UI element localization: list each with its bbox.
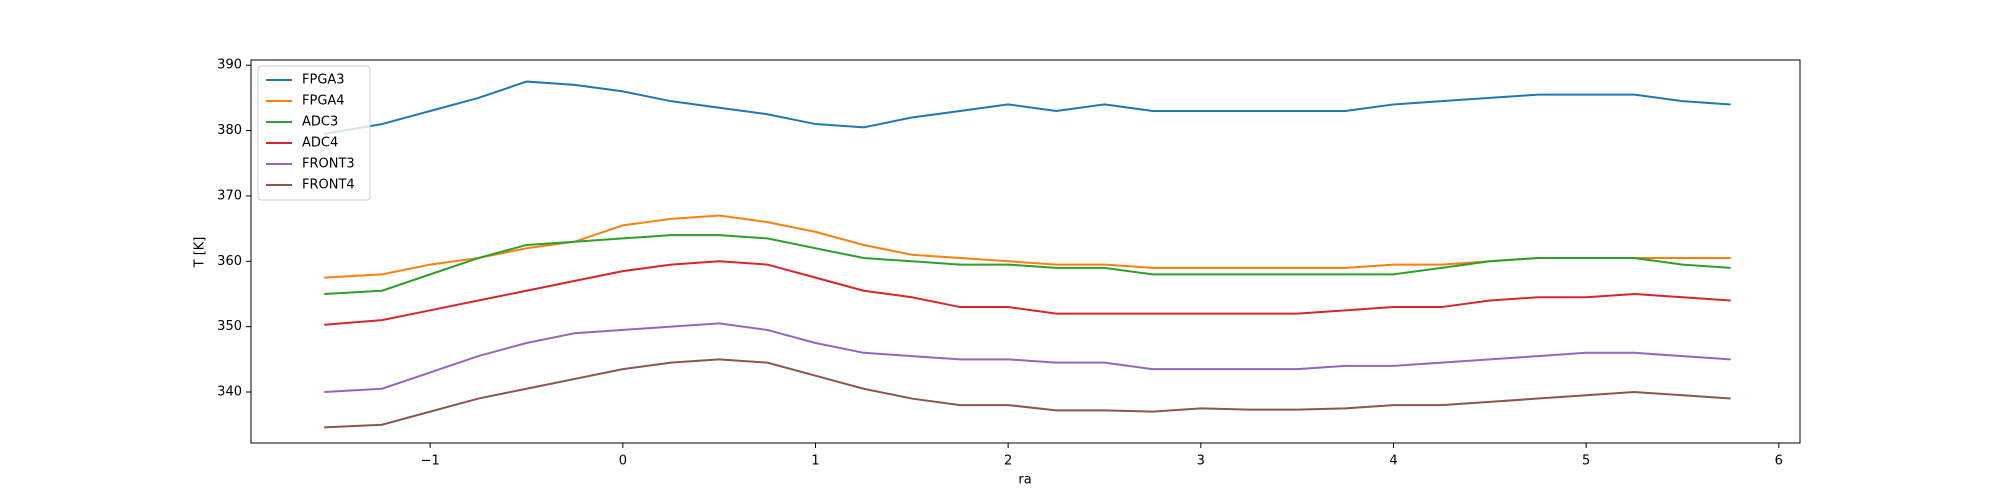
series-line [324,358,1731,429]
x-tick-label: 0 [619,454,627,469]
series-line [324,234,1731,295]
x-tick-label: 5 [1582,454,1590,469]
x-tick-label: 2 [1004,454,1012,469]
y-tick-label: 340 [217,385,242,400]
series-line [324,80,1731,135]
x-tick-label: −1 [421,454,440,469]
y-tick-label: 380 [217,123,242,138]
x-tick-label: 4 [1389,454,1397,469]
x-axis-label: ra [1018,473,1031,488]
x-tick-label: 1 [811,454,819,469]
y-tick-label: 350 [217,319,242,334]
legend-label: FPGA4 [302,94,345,109]
series-line [324,214,1731,279]
legend-box [257,65,371,201]
y-axis-label: T [K] [193,237,208,269]
legend-label: FRONT4 [302,178,355,193]
series-line [324,260,1731,326]
y-tick-label: 390 [217,58,242,73]
legend-label: FRONT3 [302,157,355,172]
series-line [324,322,1731,394]
legend-label: ADC4 [302,136,338,151]
y-tick-label: 370 [217,188,242,203]
axes-frame [250,59,1801,444]
x-tick-label: 3 [1197,454,1205,469]
x-tick-label: 6 [1775,454,1783,469]
legend-label: ADC3 [302,115,338,130]
y-tick-label: 360 [217,254,242,269]
legend-label: FPGA3 [302,73,345,88]
